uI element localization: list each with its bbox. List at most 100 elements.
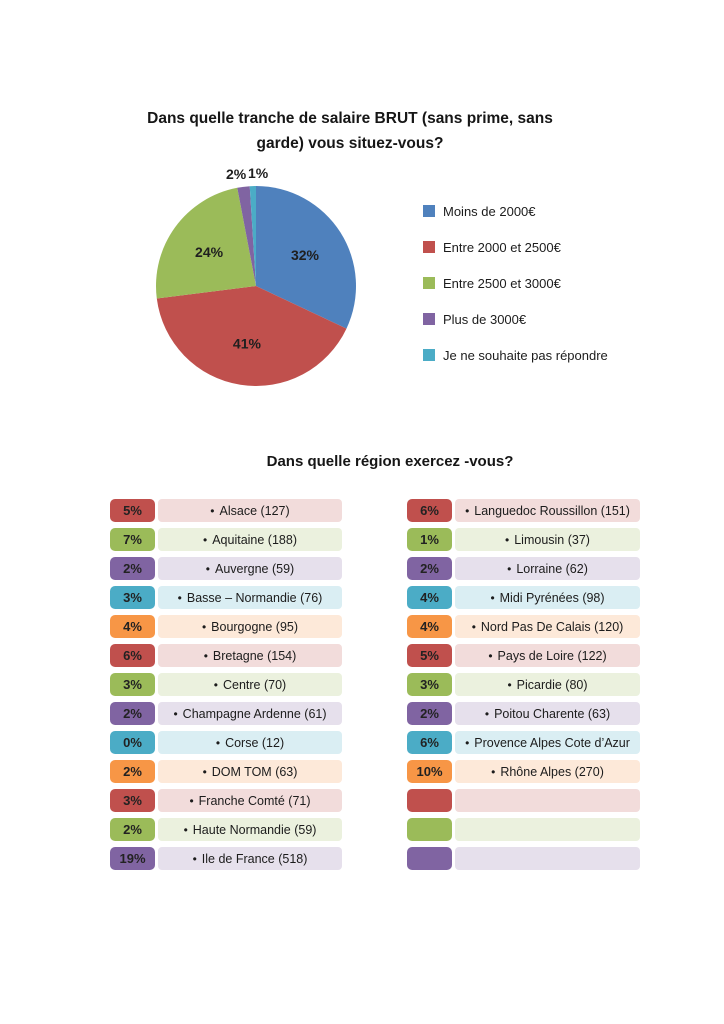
region-label: Alsace (127)	[219, 503, 290, 518]
bullet-icon: •	[189, 793, 194, 808]
region-row	[407, 789, 640, 812]
salary-chart-title-line2: garde) vous situez-vous?	[256, 135, 444, 152]
bullet-icon: •	[192, 851, 197, 866]
region-label: Languedoc Roussillon (151)	[474, 503, 630, 518]
region-label-bar: • Provence Alpes Cote d’Azur	[455, 731, 640, 754]
region-row: 4% • Bourgogne (95)	[110, 615, 342, 638]
legend-label: Moins de 2000€	[443, 203, 536, 219]
region-percent-badge: 19%	[110, 847, 155, 870]
region-row: 4% • Nord Pas De Calais (120)	[407, 615, 640, 638]
region-label: Provence Alpes Cote d’Azur	[474, 735, 630, 750]
pie-data-label: 41%	[233, 335, 262, 351]
bullet-icon: •	[505, 532, 510, 547]
region-label-bar: • Rhône Alpes (270)	[455, 760, 640, 783]
region-label-bar: • Alsace (127)	[158, 499, 342, 522]
region-row: 2% • DOM TOM (63)	[110, 760, 342, 783]
region-column-left: 5% • Alsace (127) 7% • Aquitaine (188) 2% • Auve…	[110, 499, 342, 876]
bullet-icon: •	[465, 503, 470, 518]
region-label: Bourgogne (95)	[211, 619, 299, 634]
region-percent-badge: 4%	[407, 586, 452, 609]
region-label-bar	[455, 789, 640, 812]
region-percent-badge: 2%	[407, 702, 452, 725]
pie-data-label: 32%	[291, 247, 320, 263]
pie-slice-0	[256, 186, 356, 329]
region-row: 2% • Haute Normandie (59)	[110, 818, 342, 841]
pie-slice-3	[237, 186, 256, 286]
region-label-bar: • Auvergne (59)	[158, 557, 342, 580]
legend-label: Entre 2000 et 2500€	[443, 239, 561, 255]
region-label-bar: • Languedoc Roussillon (151)	[455, 499, 640, 522]
bullet-icon: •	[183, 822, 188, 837]
region-row: 6% • Languedoc Roussillon (151)	[407, 499, 640, 522]
region-label-bar: • Bretagne (154)	[158, 644, 342, 667]
region-row: 2% • Lorraine (62)	[407, 557, 640, 580]
region-label-bar: • Midi Pyrénées (98)	[455, 586, 640, 609]
bullet-icon: •	[201, 619, 207, 634]
region-label: Midi Pyrénées (98)	[499, 590, 605, 605]
region-percent-badge: 3%	[407, 673, 452, 696]
region-percent-badge: 4%	[407, 615, 452, 638]
legend-swatch-icon	[423, 241, 435, 253]
region-label: Aquitaine (188)	[212, 532, 297, 547]
region-label-bar: • Basse – Normandie (76)	[158, 586, 342, 609]
bullet-icon: •	[490, 590, 495, 605]
legend-item: Moins de 2000€	[423, 203, 608, 219]
region-label-bar: • Aquitaine (188)	[158, 528, 342, 551]
region-row: 1% • Limousin (37)	[407, 528, 640, 551]
region-label: Centre (70)	[222, 677, 287, 692]
region-row: 7% • Aquitaine (188)	[110, 528, 342, 551]
region-row: 5% • Alsace (127)	[110, 499, 342, 522]
pie-slice-2	[156, 187, 256, 299]
region-percent-badge	[407, 847, 452, 870]
region-label-bar	[455, 847, 640, 870]
region-label: Picardie (80)	[516, 677, 588, 692]
region-label: Auvergne (59)	[214, 561, 295, 576]
region-row: 4% • Midi Pyrénées (98)	[407, 586, 640, 609]
region-percent-badge: 4%	[110, 615, 155, 638]
region-percent-badge: 5%	[407, 644, 452, 667]
region-row: 0% • Corse (12)	[110, 731, 342, 754]
region-label-bar: • Bourgogne (95)	[158, 615, 342, 638]
bullet-icon: •	[177, 590, 182, 605]
bullet-icon: •	[203, 648, 208, 663]
region-label-bar: • Poitou Charente (63)	[455, 702, 640, 725]
bullet-icon: •	[215, 735, 221, 750]
legend-swatch-icon	[423, 313, 435, 325]
region-percent-badge: 3%	[110, 586, 155, 609]
region-label: Basse – Normandie (76)	[186, 590, 323, 605]
region-label: Rhône Alpes (270)	[500, 764, 604, 779]
region-row: 2% • Champagne Ardenne (61)	[110, 702, 342, 725]
region-label: Franche Comté (71)	[198, 793, 311, 808]
region-row: 2% • Auvergne (59)	[110, 557, 342, 580]
region-label-bar: • Corse (12)	[158, 731, 342, 754]
bullet-icon: •	[210, 503, 215, 518]
region-chart-title: Dans quelle région exercez -vous?	[266, 453, 514, 470]
region-percent-badge: 2%	[110, 702, 155, 725]
region-row: 3% • Centre (70)	[110, 673, 342, 696]
region-label-bar: • Picardie (80)	[455, 673, 640, 696]
region-label: Limousin (37)	[514, 532, 590, 547]
pie-data-label: 2%	[226, 166, 247, 182]
bullet-icon: •	[203, 532, 208, 547]
region-label: Bretagne (154)	[212, 648, 297, 663]
region-label: Nord Pas De Calais (120)	[480, 619, 624, 634]
region-row: 10% • Rhône Alpes (270)	[407, 760, 640, 783]
region-label-bar: • Haute Normandie (59)	[158, 818, 342, 841]
region-label-bar: • DOM TOM (63)	[158, 760, 342, 783]
region-row: 3% • Basse – Normandie (76)	[110, 586, 342, 609]
legend-item: Entre 2000 et 2500€	[423, 239, 608, 255]
bullet-icon: •	[484, 706, 490, 721]
region-row: 2% • Poitou Charente (63)	[407, 702, 640, 725]
region-row: 6% • Bretagne (154)	[110, 644, 342, 667]
region-label: Lorraine (62)	[516, 561, 588, 576]
region-label-bar: • Lorraine (62)	[455, 557, 640, 580]
region-row: 6% • Provence Alpes Cote d’Azur	[407, 731, 640, 754]
region-percent-badge: 3%	[110, 789, 155, 812]
region-row: 3% • Franche Comté (71)	[110, 789, 342, 812]
region-percent-badge: 2%	[110, 557, 155, 580]
pie-data-label: 1%	[248, 165, 269, 181]
bullet-icon: •	[173, 706, 178, 721]
region-label: Champagne Ardenne (61)	[182, 706, 327, 721]
region-row	[407, 818, 640, 841]
region-percent-badge: 6%	[407, 731, 452, 754]
